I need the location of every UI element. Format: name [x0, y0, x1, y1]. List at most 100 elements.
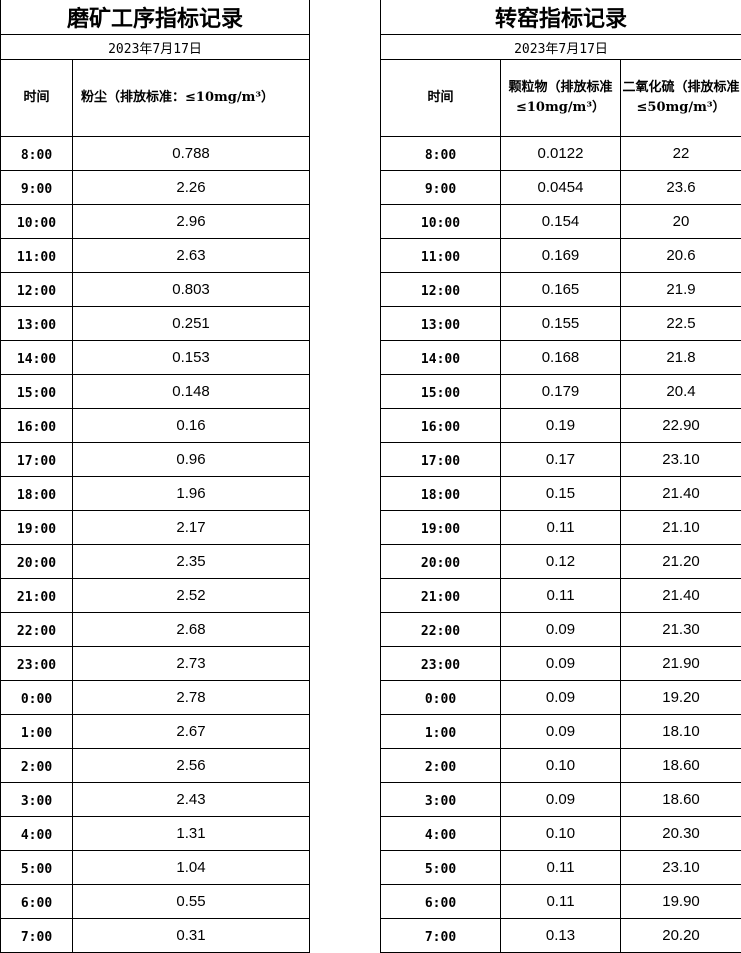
dust-cell: 2.78: [73, 681, 310, 715]
time-cell: 8:00: [1, 137, 73, 171]
time-cell: 17:00: [1, 443, 73, 477]
so2-cell: 21.90: [621, 647, 741, 681]
so2-cell: 18.60: [621, 783, 741, 817]
dust-cell: 2.67: [73, 715, 310, 749]
so2-cell: 21.8: [621, 341, 741, 375]
time-cell: 19:00: [381, 511, 501, 545]
particulate-cell: 0.13: [501, 919, 621, 953]
so2-cell: 23.10: [621, 443, 741, 477]
time-cell: 2:00: [381, 749, 501, 783]
so2-cell: 22.5: [621, 307, 741, 341]
grinding-date: 2023年7月17日: [1, 35, 310, 60]
dust-cell: 0.803: [73, 273, 310, 307]
so2-cell: 20.4: [621, 375, 741, 409]
time-cell: 17:00: [381, 443, 501, 477]
time-cell: 15:00: [1, 375, 73, 409]
time-cell: 20:00: [1, 545, 73, 579]
particulate-cell: 0.165: [501, 273, 621, 307]
dust-cell: 2.43: [73, 783, 310, 817]
header-time: 时间: [381, 60, 501, 137]
so2-cell: 21.9: [621, 273, 741, 307]
so2-cell: 23.6: [621, 171, 741, 205]
particulate-cell: 0.11: [501, 579, 621, 613]
particulate-cell: 0.11: [501, 885, 621, 919]
particulate-cell: 0.19: [501, 409, 621, 443]
so2-cell: 21.10: [621, 511, 741, 545]
dust-cell: 2.26: [73, 171, 310, 205]
dust-cell: 0.16: [73, 409, 310, 443]
time-cell: 19:00: [1, 511, 73, 545]
header-particulate: 颗粒物（排放标准≤10mg/m³）: [501, 60, 621, 137]
grinding-title: 磨矿工序指标记录: [1, 0, 310, 35]
time-cell: 20:00: [381, 545, 501, 579]
so2-cell: 18.10: [621, 715, 741, 749]
time-cell: 16:00: [381, 409, 501, 443]
dust-cell: 0.55: [73, 885, 310, 919]
so2-cell: 22.90: [621, 409, 741, 443]
time-cell: 1:00: [1, 715, 73, 749]
time-cell: 18:00: [381, 477, 501, 511]
time-cell: 21:00: [1, 579, 73, 613]
dust-cell: 2.96: [73, 205, 310, 239]
dust-cell: 1.31: [73, 817, 310, 851]
particulate-cell: 0.0122: [501, 137, 621, 171]
time-cell: 9:00: [381, 171, 501, 205]
particulate-cell: 0.154: [501, 205, 621, 239]
particulate-cell: 0.179: [501, 375, 621, 409]
header-so2: 二氧化硫（排放标准≤50mg/m³）: [621, 60, 741, 137]
time-cell: 2:00: [1, 749, 73, 783]
time-cell: 18:00: [1, 477, 73, 511]
time-cell: 12:00: [1, 273, 73, 307]
particulate-cell: 0.15: [501, 477, 621, 511]
so2-cell: 20.20: [621, 919, 741, 953]
particulate-cell: 0.0454: [501, 171, 621, 205]
so2-cell: 20.30: [621, 817, 741, 851]
time-cell: 15:00: [381, 375, 501, 409]
dust-cell: 0.788: [73, 137, 310, 171]
particulate-cell: 0.168: [501, 341, 621, 375]
dust-cell: 0.251: [73, 307, 310, 341]
particulate-cell: 0.10: [501, 749, 621, 783]
time-cell: 11:00: [381, 239, 501, 273]
time-cell: 23:00: [381, 647, 501, 681]
time-cell: 5:00: [381, 851, 501, 885]
so2-cell: 21.40: [621, 477, 741, 511]
time-cell: 1:00: [381, 715, 501, 749]
header-dust: 粉尘（排放标准：≤10mg/m³）: [73, 60, 310, 137]
time-cell: 14:00: [1, 341, 73, 375]
time-cell: 7:00: [381, 919, 501, 953]
dust-cell: 1.04: [73, 851, 310, 885]
kiln-date: 2023年7月17日: [381, 35, 741, 60]
so2-cell: 21.40: [621, 579, 741, 613]
particulate-cell: 0.10: [501, 817, 621, 851]
time-cell: 13:00: [1, 307, 73, 341]
dust-cell: 0.153: [73, 341, 310, 375]
time-cell: 6:00: [1, 885, 73, 919]
time-cell: 14:00: [381, 341, 501, 375]
dust-cell: 1.96: [73, 477, 310, 511]
time-cell: 10:00: [381, 205, 501, 239]
